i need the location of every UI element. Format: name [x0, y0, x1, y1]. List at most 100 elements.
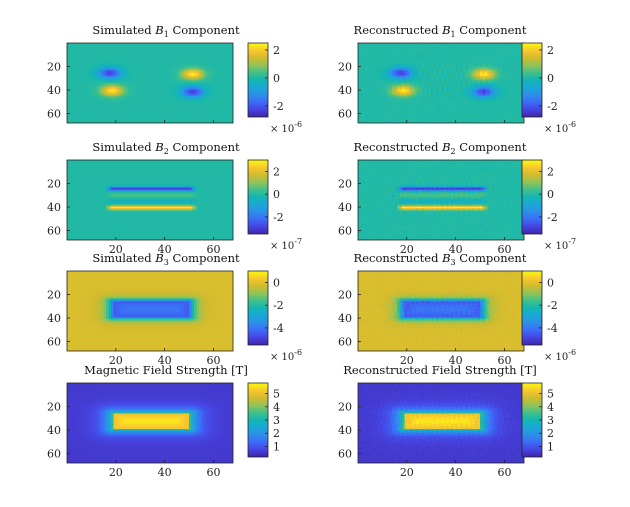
exponent-power: -6 [294, 120, 302, 129]
x-tick-label: 40 [158, 466, 172, 479]
colorbar [521, 42, 543, 118]
x-tick-label: 20 [400, 354, 414, 367]
axes-frame [66, 270, 234, 352]
exponent-base: × 10 [270, 241, 294, 252]
title-text: Simulated [92, 140, 155, 154]
exponent-base: × 10 [544, 352, 568, 363]
exponent-power: -6 [294, 348, 302, 357]
colorbar-tick-label: 1 [273, 440, 280, 453]
heatmap-image [67, 160, 233, 240]
title-suffix: Component [456, 23, 527, 37]
panel-title: Reconstructed Field Strength [T] [343, 363, 537, 377]
colorbar-tick-label: 0 [273, 188, 280, 201]
x-tick-label: 20 [400, 243, 414, 256]
axes-frame [66, 42, 234, 124]
panel-title: Simulated B2 Component [92, 140, 240, 156]
panel-title: Simulated B1 Component [92, 23, 240, 39]
colorbar-tick-label: -2 [273, 299, 284, 312]
colorbar-tick-label: 2 [547, 165, 554, 178]
colorbar-tick-label: 3 [547, 414, 554, 427]
y-tick-label: 40 [338, 424, 352, 437]
x-tick-label: 20 [400, 466, 414, 479]
title-text: Reconstructed [354, 251, 443, 265]
panel-title: Magnetic Field Strength [T] [84, 363, 248, 377]
colorbar-tick-label: 2 [273, 44, 280, 57]
x-tick-label: 60 [497, 354, 511, 367]
x-tick-label: 60 [497, 243, 511, 256]
colorbar-tick-label: 4 [273, 401, 280, 414]
panel-rec-mag: Reconstructed Field Strength [T] 20 40 60 20… [338, 363, 554, 479]
title-suffix: Component [169, 251, 240, 265]
y-tick-label: 20 [338, 178, 352, 191]
title-symbol: B [441, 140, 450, 154]
colorbar [247, 42, 269, 118]
colorbar-tick-label: 0 [547, 276, 554, 289]
x-tick-label: 60 [206, 466, 220, 479]
colorbar-tick-label: -2 [547, 299, 558, 312]
title-text: Simulated [92, 251, 155, 265]
title-suffix: Component [456, 251, 527, 265]
x-tick-label: 20 [109, 243, 123, 256]
y-tick-label: 60 [47, 448, 61, 461]
colorbar-tick-label: 0 [273, 276, 280, 289]
colorbar [521, 270, 543, 346]
colorbar-exponent: × 10-6 [270, 120, 302, 135]
colorbar-tick-label: 2 [547, 44, 554, 57]
y-tick-label: 20 [338, 289, 352, 302]
title-text: Simulated [92, 23, 155, 37]
title-subscript: 3 [451, 258, 456, 267]
colorbar-tick-label: -2 [273, 100, 284, 113]
colorbar-tick-label: -4 [273, 322, 284, 335]
exponent-base: × 10 [544, 124, 568, 135]
colorbar-tick-label: 5 [273, 388, 280, 401]
exponent-power: -7 [294, 237, 302, 246]
x-tick-label: 20 [109, 354, 123, 367]
panel-title: Simulated B3 Component [92, 251, 240, 267]
heatmap-image [358, 383, 524, 463]
y-tick-label: 60 [338, 448, 352, 461]
exponent-power: -6 [568, 120, 576, 129]
colorbar [247, 270, 269, 346]
colorbar-tick-label: 0 [273, 72, 280, 85]
colorbar-tick-label: 5 [547, 388, 554, 401]
colorbar-tick-label: 0 [547, 188, 554, 201]
colorbar-tick-label: 2 [273, 427, 280, 440]
exponent-base: × 10 [270, 352, 294, 363]
y-tick-label: 20 [47, 61, 61, 74]
y-tick-label: 40 [47, 201, 61, 214]
colorbar-exponent: × 10-6 [544, 120, 576, 135]
y-tick-label: 20 [47, 178, 61, 191]
colorbar-exponent: × 10-7 [544, 237, 576, 252]
x-tick-label: 20 [109, 466, 123, 479]
x-tick-label: 40 [158, 354, 172, 367]
x-tick-label: 40 [158, 243, 172, 256]
y-tick-label: 60 [338, 108, 352, 121]
y-tick-label: 40 [47, 84, 61, 97]
y-tick-label: 40 [338, 84, 352, 97]
title-symbol: B [441, 251, 450, 265]
y-tick-label: 60 [338, 225, 352, 238]
title-symbol: B [154, 251, 163, 265]
colorbar-tick-label: -2 [547, 211, 558, 224]
y-tick-label: 40 [338, 201, 352, 214]
colorbar-exponent: × 10-6 [544, 348, 576, 363]
x-tick-label: 40 [449, 466, 463, 479]
title-symbol: B [154, 23, 163, 37]
colorbar-tick-label: -2 [547, 100, 558, 113]
y-tick-label: 40 [338, 312, 352, 325]
colorbar-tick-label: 3 [273, 414, 280, 427]
title-subscript: 1 [164, 30, 169, 39]
exponent-power: -7 [568, 237, 576, 246]
title-text: Reconstructed Field Strength [T] [343, 363, 537, 377]
panel-title: Reconstructed B1 Component [354, 23, 527, 39]
colorbar-tick-label: -4 [547, 322, 558, 335]
heatmap-image [358, 43, 524, 123]
y-tick-label: 60 [47, 336, 61, 349]
y-tick-label: 60 [47, 225, 61, 238]
colorbar-tick-label: 0 [547, 72, 554, 85]
title-subscript: 1 [451, 30, 456, 39]
